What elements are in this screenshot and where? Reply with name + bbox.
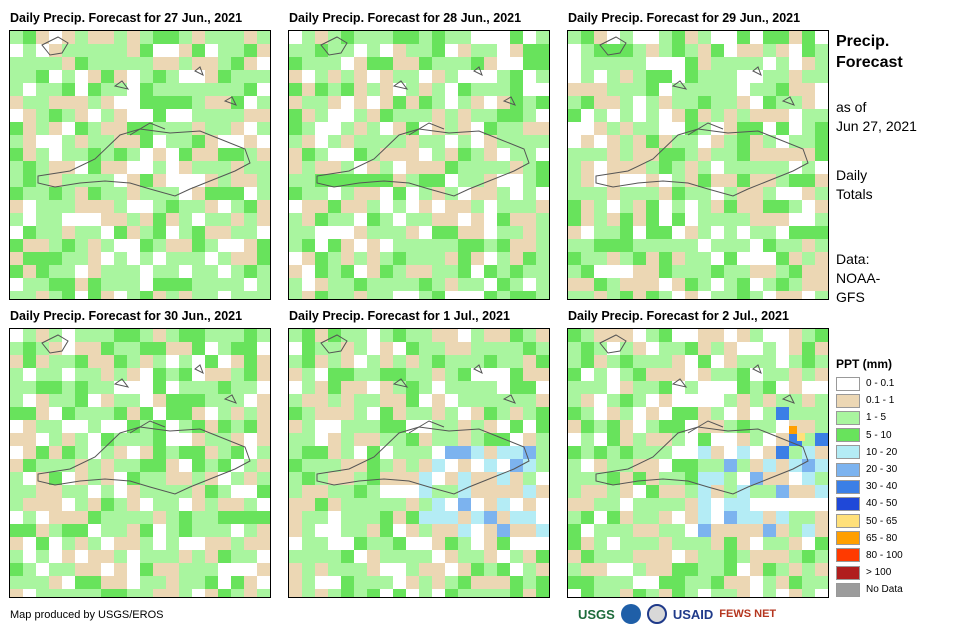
legend-swatch [836,376,860,391]
panel-title-2: Daily Precip. Forecast for 28 Jun., 2021 [289,11,522,25]
legend-swatch [836,428,860,443]
legend-item: > 100 [836,564,903,581]
legend-item: 40 - 50 [836,495,903,512]
legend-swatch [836,410,860,425]
precip-map-3 [567,30,829,300]
legend-swatch [836,496,860,511]
precip-map-6 [567,328,829,598]
legend-label: 0.1 - 1 [866,395,895,407]
legend-label: 50 - 65 [866,515,898,527]
legend-swatch [836,531,860,546]
panel-title-3: Daily Precip. Forecast for 29 Jun., 2021 [568,11,801,25]
legend-item: 5 - 10 [836,427,903,444]
legend-swatch [836,582,860,597]
legend-item: 1 - 5 [836,409,903,426]
legend-title: PPT (mm) [836,357,893,371]
logos: USGS USAID FEWS NET [578,604,776,624]
totals-line1: Daily [836,167,868,183]
legend-swatch [836,445,860,460]
map-title: Precip. Forecast [836,31,903,73]
legend-rows: 0 - 0.1 0.1 - 1 1 - 5 5 - 10 10 - 20 20 - 30 3… [836,375,903,598]
panel-title-4: Daily Precip. Forecast for 30 Jun., 2021 [10,309,243,323]
legend-item: 0.1 - 1 [836,392,903,409]
legend-label: 1 - 5 [866,412,887,424]
legend-item: 80 - 100 [836,547,903,564]
data-source-line1: Data: [836,251,870,267]
legend-item: 0 - 0.1 [836,375,903,392]
precip-map-5 [288,328,550,598]
legend-item: 50 - 65 [836,513,903,530]
data-source: Data: NOAA- GFS [836,250,880,307]
data-source-line2: NOAA- [836,270,881,286]
totals-line2: Totals [836,186,873,202]
usgs-logo: USGS [578,606,615,622]
legend-item: 30 - 40 [836,478,903,495]
panel-title-1: Daily Precip. Forecast for 27 Jun., 2021 [10,11,243,25]
legend-swatch [836,462,860,477]
legend-label: 0 - 0.1 [866,378,895,390]
panel-title-5: Daily Precip. Forecast for 1 Jul., 2021 [289,309,510,323]
legend-label: 65 - 80 [866,532,898,544]
fewsnet-logo: FEWS NET [719,608,777,620]
legend-label: 10 - 20 [866,446,898,458]
legend-swatch [836,565,860,580]
legend-swatch [836,479,860,494]
legend-label: No Data [866,584,903,596]
as-of-value: Jun 27, 2021 [836,118,917,134]
legend-swatch [836,393,860,408]
map-title-line2: Forecast [836,54,903,71]
precip-map-1 [9,30,271,300]
map-credit: Map produced by USGS/EROS [10,609,164,621]
map-title-line1: Precip. [836,33,890,50]
legend-label: > 100 [866,567,892,579]
legend-label: 5 - 10 [866,429,892,441]
state-seal-icon [646,604,667,624]
as-of-label: as of [836,99,867,115]
as-of-date: as of Jun 27, 2021 [836,98,917,136]
legend-item: 65 - 80 [836,530,903,547]
legend-swatch [836,548,860,563]
totals-note: Daily Totals [836,166,873,204]
precip-map-4 [9,328,271,598]
legend-label: 80 - 100 [866,549,903,561]
legend-label: 20 - 30 [866,464,898,476]
data-source-line3: GFS [836,289,865,305]
precip-map-2 [288,30,550,300]
legend: PPT (mm) 0 - 0.1 0.1 - 1 1 - 5 5 - 10 10 - 2… [836,357,903,598]
usaid-logo: USAID [672,606,714,622]
legend-item: 20 - 30 [836,461,903,478]
panel-title-6: Daily Precip. Forecast for 2 Jul., 2021 [568,309,789,323]
legend-item: 10 - 20 [836,444,903,461]
legend-label: 30 - 40 [866,481,898,493]
legend-swatch [836,514,860,529]
noaa-logo-icon [620,604,641,624]
legend-item: No Data [836,581,903,598]
legend-label: 40 - 50 [866,498,898,510]
